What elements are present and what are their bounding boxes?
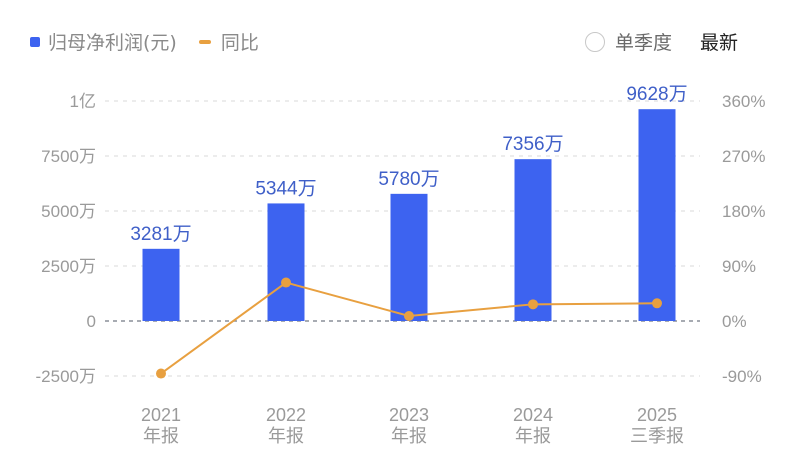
x-axis-tick-label: 2025	[637, 405, 677, 425]
yoy-point[interactable]	[156, 368, 166, 379]
bar[interactable]	[142, 248, 180, 321]
legend-item-yoy[interactable]: 同比	[198, 28, 259, 55]
bar-value-label: 9628万	[626, 84, 687, 105]
right-axis-tick-label: 90%	[722, 257, 756, 276]
x-axis-tick-label: 年报	[391, 426, 427, 446]
x-axis-tick-label: 2023	[389, 405, 429, 425]
x-axis-tick-label: 年报	[515, 426, 551, 446]
bar-value-label: 5780万	[378, 169, 439, 190]
legend-label-yoy: 同比	[220, 32, 259, 54]
bar-series	[142, 109, 676, 322]
left-axis-tick-label: 2500万	[41, 257, 96, 276]
left-axis-tick-label: 5000万	[41, 202, 96, 221]
right-axis: 360% 270% 180% 90% 0% -90%	[722, 92, 765, 386]
x-axis-tick-label: 2022	[266, 405, 306, 425]
legend-item-net-profit[interactable]: 归母净利润(元)	[30, 28, 177, 55]
x-axis-tick-label: 年报	[268, 426, 304, 446]
right-axis-tick-label: 0%	[722, 312, 747, 331]
left-axis-tick-label: -2500万	[36, 367, 96, 386]
yoy-point[interactable]	[281, 277, 291, 288]
bar[interactable]	[267, 203, 305, 321]
x-axis-tick-label: 2021	[141, 405, 181, 425]
left-axis: 1亿 7500万 5000万 2500万 0 -2500万	[36, 92, 96, 386]
bar[interactable]	[514, 159, 552, 321]
left-axis-tick-label: 1亿	[70, 92, 96, 111]
right-axis-tick-label: 360%	[722, 92, 765, 111]
bar-value-label: 7356万	[502, 134, 563, 155]
x-axis-tick-label: 2024	[513, 405, 553, 425]
bar-swatch-icon	[30, 36, 40, 47]
bar[interactable]	[390, 193, 428, 321]
bar-value-label: 3281万	[130, 224, 191, 245]
line-series	[156, 277, 662, 379]
right-axis-tick-label: 270%	[722, 147, 765, 166]
x-axis-tick-label: 三季报	[630, 426, 684, 446]
yoy-point[interactable]	[404, 310, 414, 321]
single-quarter-radio-icon[interactable]	[584, 31, 605, 52]
right-axis-tick-label: -90%	[722, 367, 762, 386]
latest-button[interactable]: 最新	[699, 32, 738, 54]
yoy-point[interactable]	[652, 298, 662, 309]
legend-label-net-profit: 归母净利润(元)	[48, 32, 177, 54]
left-axis-tick-label: 0	[87, 312, 96, 331]
single-quarter-label[interactable]: 单季度	[614, 32, 672, 54]
line-swatch-icon	[198, 39, 211, 44]
chart-controls: 单季度 最新	[584, 28, 738, 55]
chart-legend: 归母净利润(元) 同比	[30, 28, 281, 55]
yoy-point[interactable]	[528, 299, 538, 310]
bar-value-labels: 3281万 5344万 5780万 7356万 9628万	[130, 84, 687, 245]
x-axis-tick-label: 年报	[143, 426, 179, 446]
bar[interactable]	[638, 109, 676, 322]
left-axis-tick-label: 7500万	[41, 147, 96, 166]
bar-value-label: 5344万	[255, 178, 316, 199]
right-axis-tick-label: 180%	[722, 202, 765, 221]
